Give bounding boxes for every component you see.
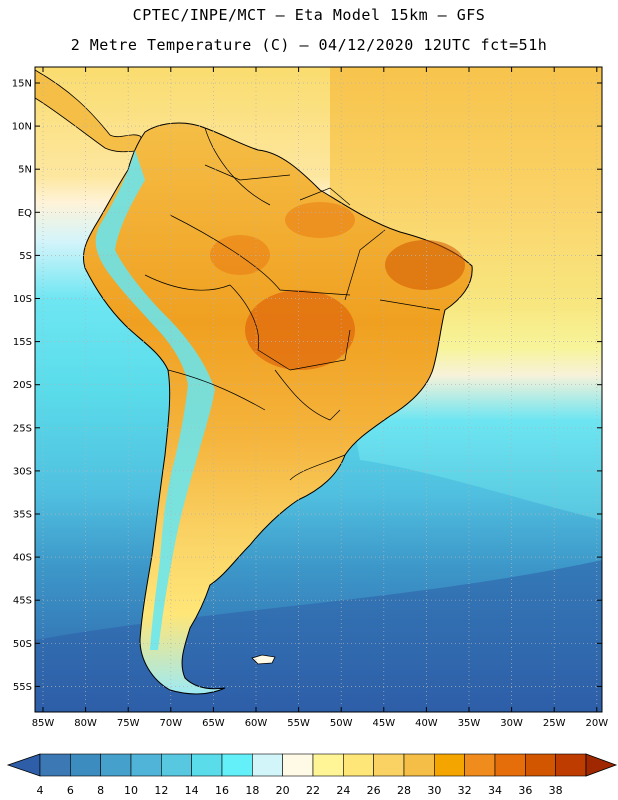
colorbar-swatch	[39, 753, 71, 777]
colorbar-swatch	[312, 753, 344, 777]
colorbar-label: 18	[245, 784, 259, 797]
lat-label: 25S	[13, 423, 32, 434]
lon-label: 60W	[245, 718, 268, 729]
hot-core-amazon	[210, 235, 270, 275]
colorbar-label: 24	[336, 784, 350, 797]
lon-label: 85W	[32, 718, 55, 729]
map-frame	[34, 66, 603, 713]
colorbar-swatch	[525, 753, 556, 777]
colorbar-label: 32	[458, 784, 472, 797]
lat-lon-grid	[35, 67, 602, 712]
latitude-labels: 15N 10N 5N EQ 5S 10S 15S 20S 25S 30S 35S 40S 45S 50S 5…	[12, 79, 32, 693]
colorbar-swatch	[434, 753, 465, 777]
colorbar-swatch	[70, 753, 101, 777]
lat-label: 45S	[13, 596, 32, 607]
lat-label: 50S	[13, 639, 32, 650]
colorbar-label: 8	[97, 784, 104, 797]
colorbar-swatch	[403, 753, 435, 777]
lat-label: 10S	[13, 294, 32, 305]
colorbar-label: 38	[549, 784, 563, 797]
lat-label: 35S	[13, 510, 32, 521]
colorbar-swatch	[343, 753, 374, 777]
colorbar-swatch	[130, 753, 162, 777]
colorbar-swatch	[252, 753, 283, 777]
falkland-islands	[251, 654, 276, 665]
south-america-land	[82, 122, 473, 695]
colorbar-label: 12	[154, 784, 168, 797]
lon-label: 35W	[458, 718, 481, 729]
colorbar-label: 34	[488, 784, 502, 797]
lon-label: 45W	[372, 718, 395, 729]
colorbar-label: 30	[427, 784, 441, 797]
lat-label: 15S	[13, 337, 32, 348]
colorbar-swatch	[464, 753, 496, 777]
colorbar-over-arrow	[585, 753, 618, 777]
colorbar-label: 14	[185, 784, 199, 797]
colorbar-swatch	[555, 753, 587, 777]
hot-core-north	[285, 202, 355, 238]
andes-cold-strip	[95, 150, 215, 650]
lon-label: 75W	[117, 718, 140, 729]
colorbar-label: 20	[276, 784, 290, 797]
lat-label: 30S	[13, 466, 32, 477]
colorbar-swatch	[191, 753, 223, 777]
country-borders	[144, 127, 441, 481]
hot-core-northeast	[385, 240, 465, 290]
lon-label: 25W	[543, 718, 566, 729]
colorbar-swatch	[282, 753, 314, 777]
lat-label: 5S	[19, 251, 32, 262]
lat-label: 10N	[12, 122, 32, 133]
colorbar-label: 26	[367, 784, 381, 797]
colorbar-label: 4	[37, 784, 44, 797]
map-title-line2: 2 Metre Temperature (C) – 04/12/2020 12U…	[70, 36, 548, 54]
colorbar-swatch	[373, 753, 405, 777]
axis-ticks	[35, 67, 602, 712]
lat-label: 5N	[18, 165, 32, 176]
lon-label: 55W	[287, 718, 310, 729]
lat-label: 20S	[13, 380, 32, 391]
lat-label: 55S	[13, 682, 32, 693]
colorbar-swatch	[494, 753, 526, 777]
lon-label: 80W	[74, 718, 97, 729]
lon-label: 30W	[500, 718, 523, 729]
lon-label: 40W	[415, 718, 438, 729]
colorbar-label: 22	[306, 784, 320, 797]
colorbar-label: 6	[67, 784, 74, 797]
hot-core-central	[245, 290, 355, 370]
lat-label: EQ	[18, 208, 32, 219]
colorbar: 4 6 8 10 12 14 16 18 20 22 24 26 28 30 32 34 36 38	[6, 753, 618, 797]
lat-label: 15N	[12, 79, 32, 90]
colorbar-swatch	[161, 753, 192, 777]
lon-label: 20W	[585, 718, 608, 729]
colorbar-label: 16	[215, 784, 229, 797]
colorbar-label: 10	[124, 784, 138, 797]
lat-label: 40S	[13, 553, 32, 564]
map-title-line1: CPTEC/INPE/MCT – Eta Model 15km – GFS	[132, 6, 486, 24]
colorbar-under-arrow	[6, 753, 41, 777]
colorbar-label: 36	[518, 784, 532, 797]
longitude-labels: 85W 80W 75W 70W 65W 60W 55W 50W 45W 40W 35W 30W 25W 2…	[32, 718, 609, 729]
colorbar-swatch	[100, 753, 132, 777]
colorbar-swatch	[221, 753, 253, 777]
lon-label: 50W	[330, 718, 353, 729]
colorbar-label: 28	[397, 784, 411, 797]
lon-label: 70W	[159, 718, 182, 729]
lon-label: 65W	[202, 718, 225, 729]
